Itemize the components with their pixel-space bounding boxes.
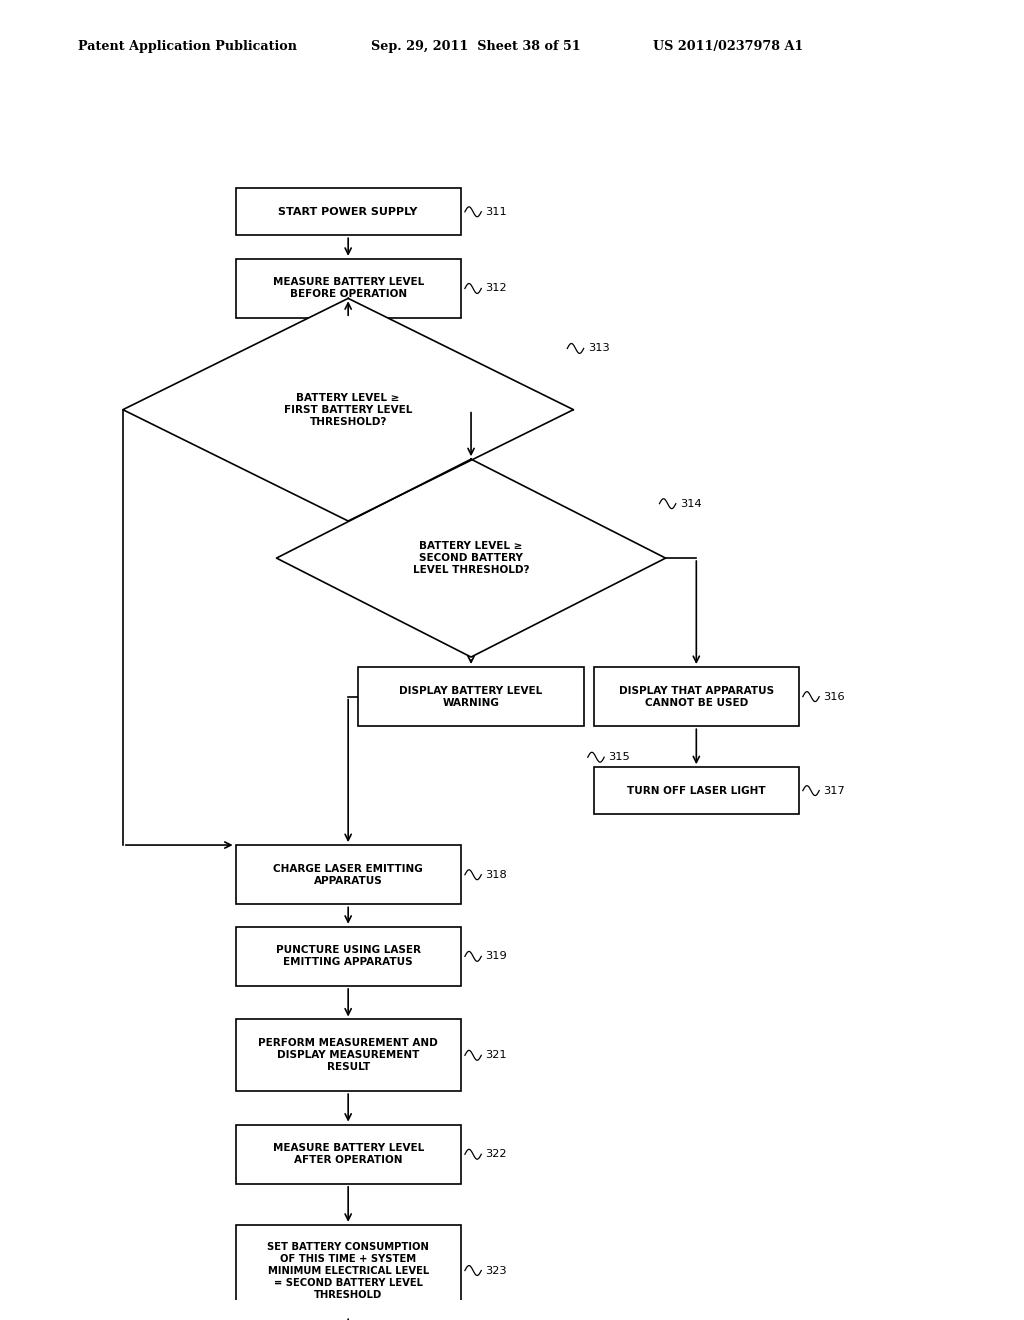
FancyBboxPatch shape: [236, 1019, 461, 1092]
Text: DISPLAY BATTERY LEVEL
WARNING: DISPLAY BATTERY LEVEL WARNING: [399, 685, 543, 708]
Text: 317: 317: [823, 785, 845, 796]
Text: BATTERY LEVEL ≥
SECOND BATTERY
LEVEL THRESHOLD?: BATTERY LEVEL ≥ SECOND BATTERY LEVEL THR…: [413, 541, 529, 576]
Text: MEASURE BATTERY LEVEL
BEFORE OPERATION: MEASURE BATTERY LEVEL BEFORE OPERATION: [272, 277, 424, 300]
FancyBboxPatch shape: [236, 1225, 461, 1316]
Text: PUNCTURE USING LASER
EMITTING APPARATUS: PUNCTURE USING LASER EMITTING APPARATUS: [275, 945, 421, 968]
FancyBboxPatch shape: [236, 927, 461, 986]
Text: 318: 318: [485, 870, 507, 879]
Text: 322: 322: [485, 1150, 507, 1159]
Text: Sep. 29, 2011  Sheet 38 of 51: Sep. 29, 2011 Sheet 38 of 51: [371, 40, 581, 53]
Text: 323: 323: [485, 1266, 507, 1275]
FancyBboxPatch shape: [358, 667, 584, 726]
Text: SET BATTERY CONSUMPTION
OF THIS TIME + SYSTEM
MINIMUM ELECTRICAL LEVEL
= SECOND : SET BATTERY CONSUMPTION OF THIS TIME + S…: [267, 1242, 429, 1299]
Text: PERFORM MEASUREMENT AND
DISPLAY MEASUREMENT
RESULT: PERFORM MEASUREMENT AND DISPLAY MEASUREM…: [258, 1039, 438, 1072]
Text: 311: 311: [485, 207, 507, 216]
FancyBboxPatch shape: [594, 667, 799, 726]
Text: US 2011/0237978 A1: US 2011/0237978 A1: [653, 40, 804, 53]
Text: 321: 321: [485, 1051, 507, 1060]
Text: MEASURE BATTERY LEVEL
AFTER OPERATION: MEASURE BATTERY LEVEL AFTER OPERATION: [272, 1143, 424, 1166]
Text: START POWER SUPPLY: START POWER SUPPLY: [279, 207, 418, 216]
Text: 319: 319: [485, 952, 507, 961]
FancyBboxPatch shape: [594, 767, 799, 814]
Text: DISPLAY THAT APPARATUS
CANNOT BE USED: DISPLAY THAT APPARATUS CANNOT BE USED: [618, 685, 774, 708]
FancyBboxPatch shape: [236, 1125, 461, 1184]
Text: 316: 316: [823, 692, 845, 702]
Text: BATTERY LEVEL ≥
FIRST BATTERY LEVEL
THRESHOLD?: BATTERY LEVEL ≥ FIRST BATTERY LEVEL THRE…: [284, 392, 413, 426]
Polygon shape: [276, 459, 666, 657]
FancyBboxPatch shape: [236, 259, 461, 318]
Text: 314: 314: [680, 499, 701, 508]
Polygon shape: [123, 298, 573, 521]
Text: CHARGE LASER EMITTING
APPARATUS: CHARGE LASER EMITTING APPARATUS: [273, 863, 423, 886]
FancyBboxPatch shape: [236, 189, 461, 235]
Text: TURN OFF LASER LIGHT: TURN OFF LASER LIGHT: [627, 785, 766, 796]
Text: 312: 312: [485, 284, 507, 293]
FancyBboxPatch shape: [236, 845, 461, 904]
Text: 315: 315: [608, 752, 630, 762]
Text: Patent Application Publication: Patent Application Publication: [78, 40, 297, 53]
Text: 313: 313: [588, 343, 609, 354]
